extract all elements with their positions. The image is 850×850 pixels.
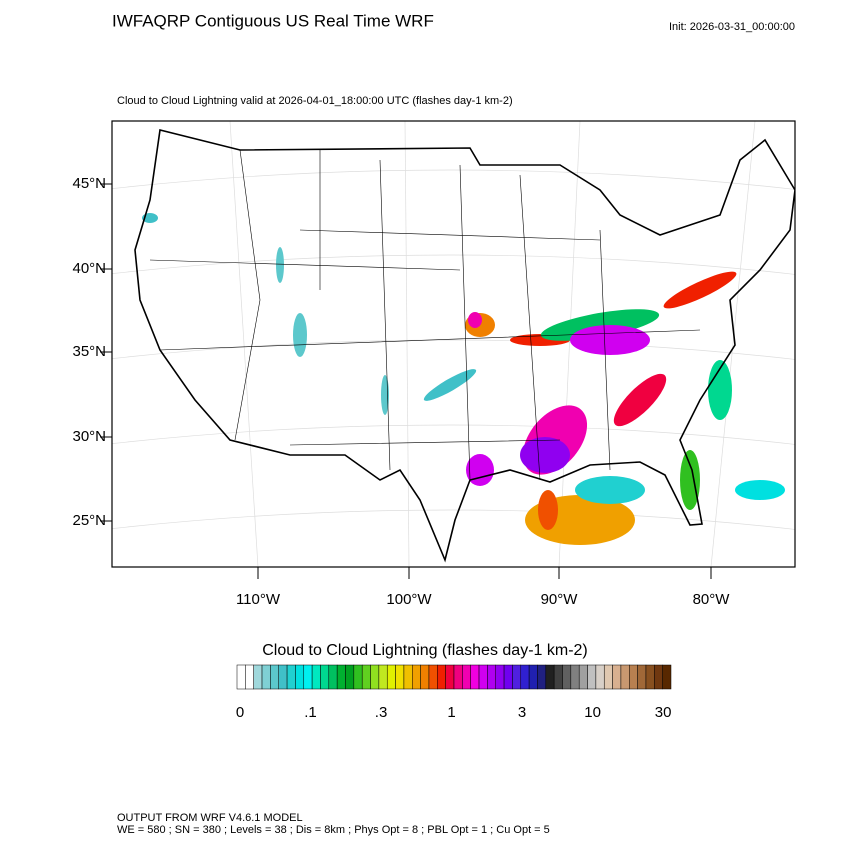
colorbar-box [386, 664, 396, 690]
colorbar-box [295, 664, 305, 690]
colorbar-box [662, 664, 672, 690]
colorbar-box [278, 664, 288, 690]
colorbar-box [654, 664, 663, 690]
lat-label: 40°N [72, 260, 106, 277]
colorbar-box [478, 664, 488, 690]
colorbar-box [553, 664, 563, 690]
colorbar-box [528, 664, 538, 690]
colorbar-box [645, 664, 655, 690]
colorbar-title: Cloud to Cloud Lightning (flashes day-1 … [262, 642, 588, 659]
colorbar-box [603, 664, 613, 690]
colorbar-box [437, 664, 446, 690]
lon-label: 80°W [693, 591, 731, 608]
colorbar-box [378, 664, 388, 690]
lat-label: 35°N [72, 343, 106, 360]
colorbar-box [462, 664, 471, 690]
colorbar-box [487, 664, 496, 690]
colorbar-box [345, 664, 355, 690]
footer-line: OUTPUT FROM WRF V4.6.1 MODEL [117, 812, 303, 824]
colorbar-box [453, 664, 463, 690]
colorbar-box [620, 664, 630, 690]
colorbar-box [545, 664, 555, 690]
colorbar-box [353, 664, 363, 690]
colorbar-box [286, 664, 296, 690]
lon-label: 100°W [386, 591, 432, 608]
colorbar-box [578, 664, 588, 690]
colorbar-box [403, 664, 413, 690]
colorbar-box [412, 664, 421, 690]
lon-label: 110°W [236, 591, 281, 608]
colorbar-box [503, 664, 513, 690]
colorbar-box [320, 664, 330, 690]
colorbar-box [261, 664, 271, 690]
colorbar-box [420, 664, 430, 690]
colorbar-box [328, 664, 338, 690]
colorbar-label: 10 [584, 704, 601, 721]
colorbar-box [311, 664, 321, 690]
colorbar-box [595, 664, 605, 690]
colorbar-label: .3 [375, 704, 388, 721]
colorbar-box [236, 664, 246, 690]
borders [134, 129, 795, 563]
colorbar-box [245, 664, 254, 690]
title: IWFAQRP Contiguous US Real Time WRF [112, 11, 434, 30]
colorbar-label: 3 [518, 704, 526, 721]
map-frame [111, 120, 796, 568]
colorbar-box [361, 664, 371, 690]
colorbar-box [253, 664, 263, 690]
colorbar-box [445, 664, 455, 690]
colorbar-label: 1 [447, 704, 455, 721]
colorbar-box [520, 664, 530, 690]
colorbar-box [512, 664, 522, 690]
colorbar-box [270, 664, 279, 690]
colorbar-box [570, 664, 580, 690]
init-time: Init: 2026-03-31_00:00:00 [669, 21, 795, 33]
map [111, 120, 796, 568]
colorbar-box [537, 664, 547, 690]
lat-label: 45°N [72, 175, 106, 192]
colorbar-label: .1 [304, 704, 317, 721]
colorbar-box [629, 664, 638, 690]
colorbar-box [395, 664, 405, 690]
lat-label: 30°N [72, 428, 106, 445]
footer-line: WE = 580 ; SN = 380 ; Levels = 38 ; Dis … [117, 824, 550, 836]
colorbar-box [562, 664, 572, 690]
colorbar-box [587, 664, 597, 690]
colorbar-box [336, 664, 346, 690]
lon-label: 90°W [541, 591, 579, 608]
colorbar-box [470, 664, 480, 690]
colorbar-box [612, 664, 622, 690]
graticule [112, 121, 795, 567]
subtitle: Cloud to Cloud Lightning valid at 2026-0… [117, 95, 513, 107]
colorbar-label: 0 [236, 704, 244, 721]
colorbar-box [495, 664, 505, 690]
colorbar-box [303, 664, 313, 690]
colorbar-box [370, 664, 380, 690]
lightning [142, 213, 785, 545]
colorbar-box [428, 664, 438, 690]
colorbar-label: 30 [655, 704, 672, 721]
colorbar-box [637, 664, 647, 690]
lat-label: 25°N [72, 512, 106, 529]
